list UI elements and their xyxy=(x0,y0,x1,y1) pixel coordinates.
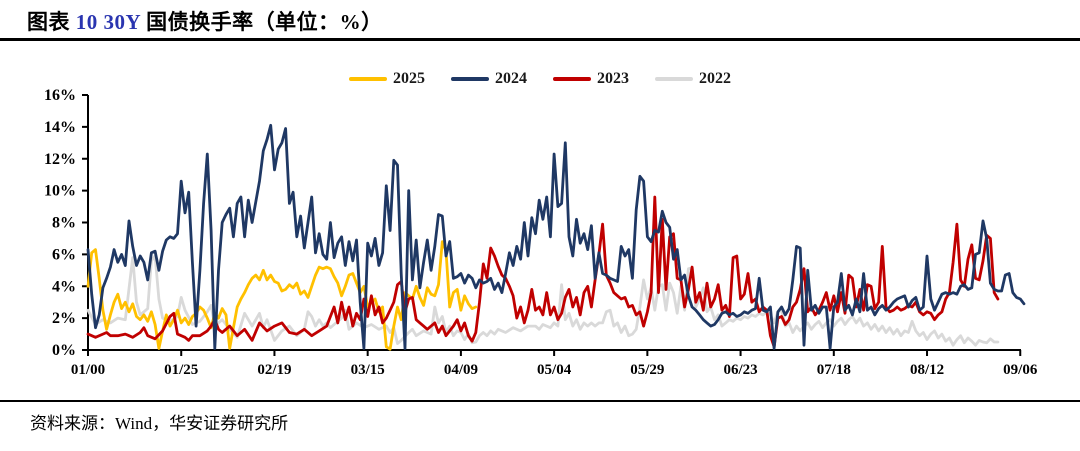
x-axis-tick-label: 01/25 xyxy=(164,362,198,378)
chart-canvas: 0% 2% 4% 6% 8% 10% 12% 14% 16% 01/00 01/25 02/19 03/… xyxy=(44,87,1038,378)
legend-item-2024: 2024 xyxy=(451,70,527,88)
y-axis-tick-label: 12% xyxy=(44,151,76,168)
x-axis-tick-label: 09/06 xyxy=(1003,362,1038,378)
legend-swatch-2022 xyxy=(655,77,693,81)
legend-item-2023: 2023 xyxy=(553,70,629,88)
legend-swatch-2025 xyxy=(349,77,387,81)
y-axis-tick-label: 4% xyxy=(52,278,76,295)
y-axis-tick-label: 10% xyxy=(44,183,76,200)
legend-label-2025: 2025 xyxy=(393,70,425,87)
legend-swatch-2023 xyxy=(553,77,591,81)
x-axis-tick-label: 05/29 xyxy=(630,362,664,378)
source-note: 资料来源：Wind，华安证券研究所 xyxy=(30,414,289,433)
legend-item-2022: 2022 xyxy=(655,70,731,88)
figure-title-number: 10 30Y xyxy=(75,10,141,34)
legend-label-2024: 2024 xyxy=(495,70,527,87)
y-axis-tick-label: 6% xyxy=(52,246,76,263)
x-axis-tick-label: 01/00 xyxy=(71,362,105,378)
legend-label-2023: 2023 xyxy=(597,70,629,87)
title-divider xyxy=(0,38,1080,41)
line-chart: 0% 2% 4% 6% 8% 10% 12% 14% 16% 01/00 01/25 02/19 03/… xyxy=(0,62,1080,394)
figure-title-rest: 国债换手率（单位：%） xyxy=(140,10,383,34)
chart-legend: 2025 2024 2023 2022 xyxy=(349,70,731,88)
footer-divider xyxy=(0,400,1080,402)
x-axis-tick-label: 05/04 xyxy=(537,362,572,378)
y-axis-tick-label: 2% xyxy=(52,310,76,327)
x-axis-tick-label: 08/12 xyxy=(910,362,944,378)
figure-title: 图表 10 30Y 国债换手率（单位：%） xyxy=(27,6,383,36)
figure-title-prefix: 图表 xyxy=(27,10,76,34)
x-axis-tick-label: 07/18 xyxy=(817,362,851,378)
series-line-2024 xyxy=(86,123,1026,350)
y-axis-tick-label: 0% xyxy=(52,342,76,359)
y-axis-tick-label: 8% xyxy=(52,215,76,232)
y-axis-tick-label: 14% xyxy=(44,119,76,136)
legend-item-2025: 2025 xyxy=(349,70,425,88)
y-axis-tick-label: 16% xyxy=(44,87,76,104)
x-axis-tick-label: 03/15 xyxy=(351,362,385,378)
legend-swatch-2024 xyxy=(451,77,489,81)
x-axis-tick-label: 06/23 xyxy=(723,362,757,378)
x-axis-tick-label: 02/19 xyxy=(257,362,291,378)
series-line-2023 xyxy=(86,195,1000,349)
x-axis-tick-label: 04/09 xyxy=(444,362,478,378)
axis-lines xyxy=(82,94,1022,356)
legend-label-2022: 2022 xyxy=(699,70,731,87)
